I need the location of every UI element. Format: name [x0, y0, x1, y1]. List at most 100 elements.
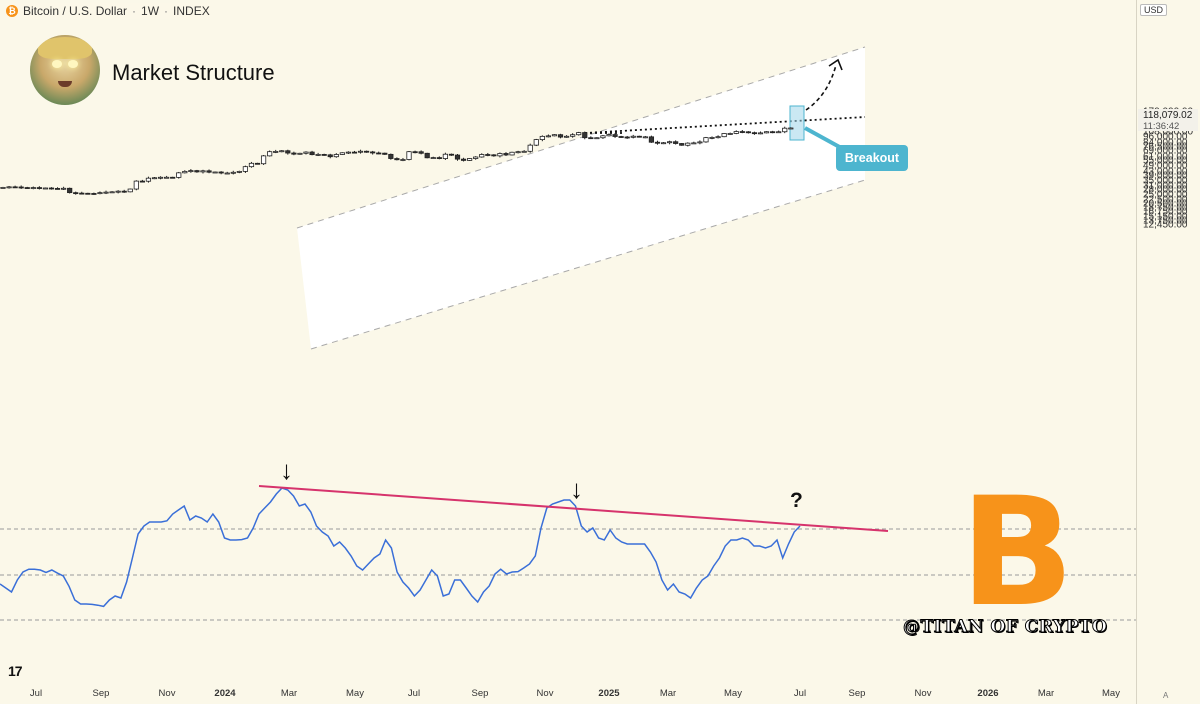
candle-down — [309, 151, 315, 156]
candle-down — [618, 136, 624, 138]
candle-down — [285, 150, 291, 154]
candle-down — [67, 187, 73, 194]
candle-up — [660, 142, 667, 145]
price-tick-label: 31,000.00 — [1143, 180, 1188, 192]
price-tick-label: 13,750.00 — [1143, 215, 1188, 227]
breakout-highlight — [789, 105, 805, 141]
candle-down — [412, 151, 418, 154]
candle-up — [345, 151, 352, 154]
auto-scale-button[interactable]: A — [1163, 691, 1169, 700]
candle-down — [491, 154, 497, 157]
header-separator: · — [164, 4, 169, 18]
candle-up — [6, 186, 12, 189]
question-mark: ? — [790, 489, 803, 512]
candle-down — [291, 152, 297, 155]
candle-up — [709, 137, 715, 139]
author-avatar — [30, 35, 100, 105]
price-tick-label: 43,000.00 — [1143, 166, 1188, 178]
time-tick-label: 2024 — [214, 688, 236, 699]
candle-down — [351, 151, 358, 154]
candle-up — [333, 154, 339, 158]
candle-down — [436, 157, 442, 160]
down-arrow-icon: ↓ — [570, 474, 583, 504]
candle-up — [200, 170, 206, 173]
candle-up — [303, 151, 309, 154]
candle-up — [260, 155, 267, 165]
candle-down — [194, 170, 200, 173]
price-axis[interactable] — [1136, 0, 1200, 704]
candle-up — [576, 132, 582, 136]
candle-down — [79, 192, 85, 195]
candle-up — [115, 190, 121, 193]
candle-up — [563, 135, 570, 138]
candle-up — [273, 151, 279, 153]
candle-down — [557, 134, 564, 138]
candle-down — [24, 187, 30, 189]
candle-down — [745, 131, 751, 134]
candle-down — [206, 170, 212, 173]
candle-up — [224, 172, 230, 175]
candle-up — [521, 150, 527, 153]
candle-down — [36, 187, 42, 189]
candle-down — [18, 186, 24, 189]
candle-up — [248, 162, 255, 168]
time-tick-label: Mar — [280, 688, 298, 699]
candle-up — [642, 136, 648, 139]
candle-up — [527, 144, 533, 152]
header-separator: · — [132, 4, 137, 18]
candle-down — [170, 176, 176, 179]
candle-up — [776, 131, 782, 134]
candle-up — [157, 176, 164, 179]
candle-down — [85, 192, 91, 195]
candle-up — [763, 131, 770, 134]
price-tick-label: 39,000.00 — [1143, 170, 1188, 182]
time-tick-label: Jul — [793, 688, 807, 699]
breakout-callout: Breakout — [836, 145, 908, 171]
candle-down — [254, 162, 261, 165]
rsi-trendline — [258, 485, 889, 532]
candle-up — [715, 136, 721, 139]
candle-up — [442, 153, 448, 160]
candle-down — [582, 132, 588, 139]
candle-up — [515, 151, 521, 154]
candle-up — [61, 187, 67, 190]
candle-up — [727, 133, 733, 135]
time-tick-label: Sep — [92, 688, 110, 699]
candle-down — [121, 190, 127, 193]
last-price-label: 118,079.02 — [1143, 110, 1193, 121]
candle-up — [667, 141, 673, 144]
candle-up — [467, 158, 473, 161]
candle-up — [230, 171, 236, 174]
price-tick-label: 49,000.00 — [1143, 160, 1188, 172]
tradingview-logo-icon[interactable]: 17 — [8, 663, 23, 679]
currency-label[interactable]: USD — [1140, 4, 1168, 16]
candle-up — [630, 135, 636, 138]
bar-countdown-label: 11:36:42 — [1143, 121, 1180, 132]
candle-down — [139, 180, 145, 183]
candle-up — [242, 166, 248, 172]
candle-down — [673, 141, 679, 144]
chart-header[interactable]: ₿ Bitcoin / U.S. Dollar · 1W · INDEX — [6, 3, 210, 19]
candle-up — [551, 134, 558, 137]
candle-up — [297, 152, 303, 155]
price-tick-label: 61,000.00 — [1143, 151, 1188, 163]
candle-up — [97, 192, 103, 195]
time-tick-label: May — [724, 688, 742, 699]
candle-down — [751, 132, 758, 135]
time-tick-label: 2026 — [977, 688, 999, 699]
candle-down — [588, 137, 594, 140]
candle-up — [400, 159, 406, 161]
candle-down — [12, 186, 18, 189]
candle-up — [691, 142, 697, 145]
price-tick-label: 96,000.00 — [1143, 131, 1188, 143]
candle-up — [42, 187, 49, 190]
candle-up — [267, 151, 273, 157]
bitcoin-icon: ₿ — [6, 5, 18, 17]
candle-down — [388, 153, 394, 159]
candle-up — [594, 137, 600, 140]
candle-down — [370, 151, 376, 154]
candle-down — [376, 152, 382, 155]
time-tick-label: Mar — [1037, 688, 1055, 699]
candle-down — [418, 151, 424, 154]
